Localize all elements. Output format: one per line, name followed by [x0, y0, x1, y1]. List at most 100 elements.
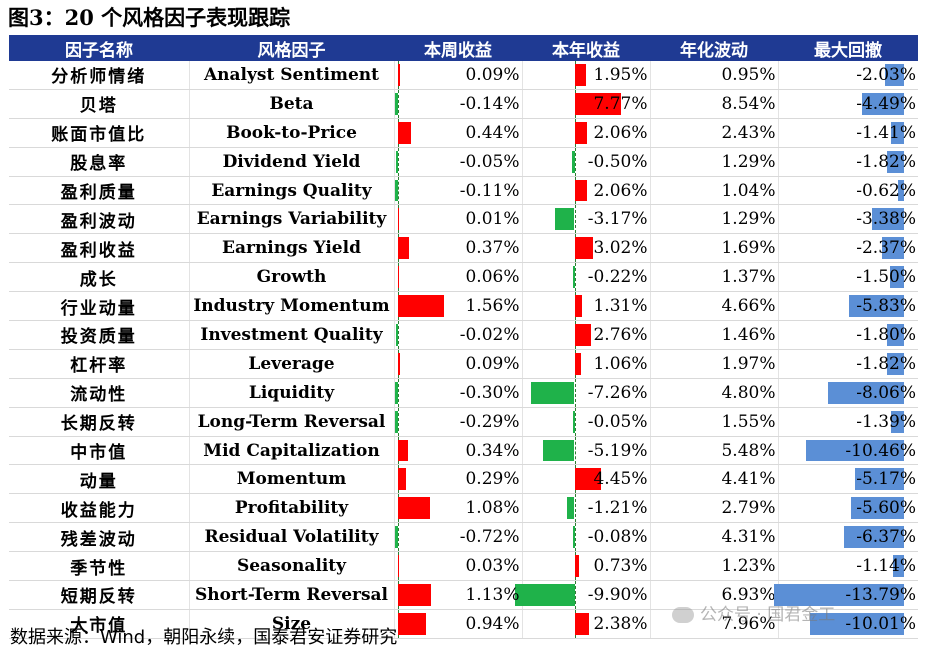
max-drawdown-value: -1.39%: [856, 411, 916, 432]
factor-cn-name: 分析师情绪: [9, 61, 189, 90]
factor-en-name: Earnings Yield: [188, 233, 394, 264]
week-return-cell: -0.72%: [393, 522, 522, 553]
year-return-bar: [573, 526, 575, 549]
max-drawdown-cell: -1.39%: [777, 407, 918, 437]
year-return-cell: 1.31%: [521, 291, 650, 322]
year-return-cell: -0.08%: [521, 522, 650, 553]
source-note: 数据来源：Wind，朝阳永续，国泰君安证券研究: [10, 627, 398, 648]
week-return-bar: [397, 121, 411, 144]
year-return-cell: 2.76%: [521, 320, 650, 350]
week-return-cell: 0.34%: [393, 436, 522, 466]
header-annual-volatility: 年化波动: [650, 35, 778, 61]
annual-volatility-value: 2.43%: [649, 118, 778, 148]
max-drawdown-bar: [890, 121, 904, 144]
max-drawdown-value: -2.37%: [856, 238, 916, 259]
zero-line: [574, 436, 576, 465]
header-style-factor: 风格因子: [189, 35, 394, 61]
year-return-cell: -0.05%: [521, 407, 650, 437]
year-return-cell: 4.45%: [521, 464, 650, 495]
zero-line: [574, 494, 576, 523]
week-return-cell: -0.05%: [393, 147, 522, 177]
table-header-row: 因子名称 风格因子 本周收益 本年收益 年化波动 最大回撤: [9, 35, 918, 61]
year-return-bar: [574, 237, 593, 260]
year-return-bar: [515, 584, 575, 606]
factor-cn-name: 大市值: [9, 609, 189, 639]
annual-volatility-value: 7.96%: [649, 609, 778, 639]
week-return-value: 1.08%: [465, 498, 520, 519]
factor-en-name: Investment Quality: [188, 320, 394, 350]
factor-en-name: Leverage: [188, 349, 394, 379]
zero-line: [574, 378, 576, 407]
factor-en-name: Momentum: [188, 464, 394, 495]
week-return-bar: [397, 208, 399, 231]
max-drawdown-value: -10.46%: [845, 440, 916, 461]
factor-cn-name: 贝塔: [9, 89, 189, 119]
factor-cn-name: 股息率: [9, 147, 189, 177]
week-return-bar: [397, 295, 445, 318]
max-drawdown-cell: -10.01%: [777, 609, 918, 639]
year-return-value: 2.06%: [593, 180, 648, 201]
week-return-value: 0.34%: [465, 440, 520, 461]
max-drawdown-bar: [889, 266, 904, 289]
year-return-bar: [571, 150, 575, 173]
zero-line: [397, 523, 399, 552]
zero-line: [397, 407, 399, 436]
week-return-value: -0.72%: [459, 527, 520, 548]
max-drawdown-cell: -1.82%: [777, 147, 918, 177]
max-drawdown-cell: -1.14%: [777, 551, 918, 582]
max-drawdown-value: -2.03%: [856, 64, 916, 85]
annual-volatility-value: 1.55%: [649, 407, 778, 437]
table-row: 中市值 Mid Capitalization 0.34% -5.19% 5.48% -10…: [9, 436, 918, 466]
week-return-value: 0.44%: [465, 122, 520, 143]
zero-line: [574, 147, 576, 176]
annual-volatility-value: 2.79%: [649, 493, 778, 524]
table-row: 投资质量 Investment Quality -0.02% 2.76% 1.46% -1…: [9, 320, 918, 350]
week-return-value: 0.09%: [465, 64, 520, 85]
zero-line: [574, 263, 576, 292]
year-return-value: 1.31%: [593, 296, 648, 317]
max-drawdown-value: -8.06%: [856, 382, 916, 403]
factor-cn-name: 杠杆率: [9, 349, 189, 379]
year-return-cell: -5.19%: [521, 436, 650, 466]
header-week-return: 本周收益: [394, 35, 522, 61]
max-drawdown-value: -13.79%: [845, 584, 916, 605]
max-drawdown-bar: [890, 410, 904, 433]
factor-cn-name: 收益能力: [9, 493, 189, 524]
header-max-drawdown: 最大回撤: [778, 35, 918, 61]
week-return-cell: 1.13%: [393, 580, 522, 610]
table-row: 行业动量 Industry Momentum 1.56% 1.31% 4.66% -5.8…: [9, 291, 918, 322]
year-return-value: 2.76%: [593, 324, 648, 345]
week-return-bar: [397, 266, 400, 289]
factor-en-name: Analyst Sentiment: [188, 61, 394, 90]
factor-en-name: Residual Volatility: [188, 522, 394, 553]
max-drawdown-bar: [805, 439, 904, 462]
factor-cn-name: 短期反转: [9, 580, 189, 610]
zero-line: [397, 147, 399, 176]
wechat-icon: [672, 607, 694, 623]
max-drawdown-value: -6.37%: [856, 527, 916, 548]
year-return-value: -7.26%: [587, 382, 648, 403]
week-return-bar: [397, 468, 407, 491]
max-drawdown-cell: -1.80%: [777, 320, 918, 350]
max-drawdown-cell: -3.38%: [777, 204, 918, 235]
week-return-value: 0.94%: [465, 613, 520, 634]
week-return-value: -0.30%: [459, 382, 520, 403]
week-return-value: 0.03%: [465, 556, 520, 577]
year-return-bar: [574, 555, 579, 578]
week-return-value: 0.09%: [465, 353, 520, 374]
annual-volatility-value: 1.97%: [649, 349, 778, 379]
max-drawdown-cell: -5.60%: [777, 493, 918, 524]
max-drawdown-cell: -1.41%: [777, 118, 918, 148]
year-return-cell: -3.17%: [521, 204, 650, 235]
max-drawdown-value: -5.17%: [856, 469, 916, 490]
week-return-cell: -0.30%: [393, 378, 522, 408]
table-row: 动量 Momentum 0.29% 4.45% 4.41% -5.17%: [9, 464, 918, 495]
max-drawdown-value: -1.41%: [856, 122, 916, 143]
max-drawdown-cell: -1.50%: [777, 262, 918, 293]
week-return-value: 1.13%: [465, 584, 520, 605]
factor-en-name: Liquidity: [188, 378, 394, 408]
year-return-cell: -0.22%: [521, 262, 650, 293]
factor-cn-name: 长期反转: [9, 407, 189, 437]
week-return-cell: 0.29%: [393, 464, 522, 495]
week-return-bar: [397, 352, 401, 375]
